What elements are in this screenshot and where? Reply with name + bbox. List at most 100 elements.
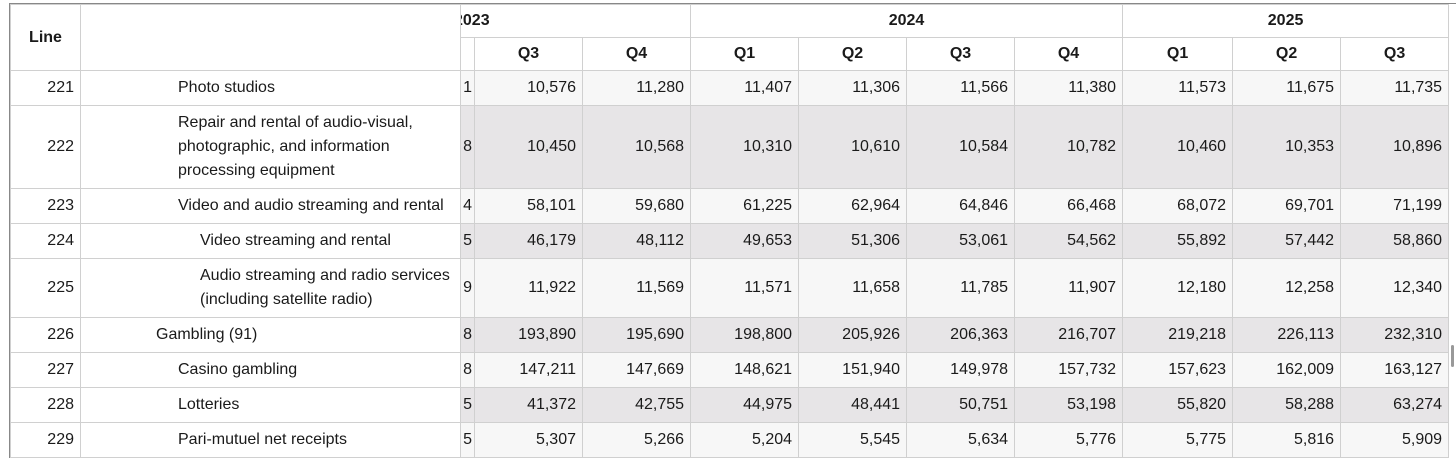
value-cell: 10,568 [581, 105, 692, 189]
value-cell: 147,669 [581, 352, 692, 388]
value-cell: 206,363 [906, 317, 1016, 353]
value-cell: 59,680 [581, 188, 692, 224]
value-cell: 5 [460, 223, 475, 259]
quarter-header: Q2 [1232, 37, 1342, 71]
value-cell: 5,545 [798, 422, 908, 458]
table-row: 223 Video and audio streaming and rental 4… [10, 188, 1450, 224]
value-cell: 5,204 [690, 422, 800, 458]
value-cell: 226,113 [1232, 317, 1342, 353]
line-number: 227 [10, 352, 81, 388]
table-frame: Line202320242025Q3Q4Q1Q2Q3Q4Q1Q2Q3 221Ph… [9, 3, 1456, 458]
line-number: 222 [10, 105, 81, 189]
value-cell: 5,634 [906, 422, 1016, 458]
value-cell: 55,892 [1122, 223, 1234, 259]
value-cell: 44,975 [690, 387, 800, 423]
quarter-header: Q3 [1340, 37, 1450, 71]
value-cell: 5,266 [581, 422, 692, 458]
quarter-header [460, 37, 475, 71]
line-number: 228 [10, 387, 81, 423]
header-row: Q3 Q4 Q1 Q2 Q3 Q4 Q1 Q2 Q3 [11, 37, 1450, 71]
quarter-header: Q3 [474, 37, 583, 71]
value-cell: 11,785 [906, 258, 1016, 318]
value-cell: 11,735 [1340, 70, 1450, 106]
row-label: Pari-mutuel net receipts [80, 422, 461, 458]
value-cell: 11,569 [581, 258, 692, 318]
value-cell: 219,218 [1122, 317, 1234, 353]
value-cell: 42,755 [581, 387, 692, 423]
quarter-header: Q2 [798, 37, 908, 71]
year-header: 2024 [690, 4, 1124, 38]
value-cell: 46,179 [474, 223, 583, 259]
table-row: 222 Repair and rental of audio-visual, ph… [10, 105, 1450, 189]
header-row: Line 202320242025 [10, 4, 1450, 71]
value-cell: 193,890 [474, 317, 583, 353]
value-cell: 149,978 [906, 352, 1016, 388]
value-cell: 11,922 [474, 258, 583, 318]
value-cell: 148,621 [690, 352, 800, 388]
value-cell: 151,940 [798, 352, 908, 388]
value-cell: 10,584 [906, 105, 1016, 189]
value-cell: 48,441 [798, 387, 908, 423]
value-cell: 11,675 [1232, 70, 1342, 106]
value-cell: 8 [460, 105, 475, 189]
value-cell: 58,860 [1340, 223, 1450, 259]
line-header: Line [10, 4, 81, 71]
value-cell: 195,690 [581, 317, 692, 353]
value-cell: 11,907 [1014, 258, 1124, 318]
quarter-header: Q4 [581, 37, 692, 71]
table-row: 221 Photo studios 1 10,576 11,280 11,407 11,30… [10, 70, 1450, 106]
row-label: Video streaming and rental [80, 223, 461, 259]
value-cell: 53,198 [1014, 387, 1124, 423]
row-label: Video and audio streaming and rental [80, 188, 461, 224]
table-row: 229 Pari-mutuel net receipts 5 5,307 5,266 5,… [10, 422, 1450, 458]
value-cell: 68,072 [1122, 188, 1234, 224]
quarter-header: Q1 [1122, 37, 1234, 71]
value-cell: 5 [460, 387, 475, 423]
table-row: 224 Video streaming and rental 5 46,179 48,1… [10, 223, 1450, 259]
quarter-header: Q1 [690, 37, 800, 71]
value-cell: 48,112 [581, 223, 692, 259]
value-cell: 11,306 [798, 70, 908, 106]
value-cell: 10,896 [1340, 105, 1450, 189]
scrollbar[interactable] [1451, 345, 1454, 367]
value-cell: 11,573 [1122, 70, 1234, 106]
value-cell: 10,353 [1232, 105, 1342, 189]
quarter-header: Q4 [1014, 37, 1124, 71]
value-cell: 5,776 [1014, 422, 1124, 458]
table-row: 227 Casino gambling 8 147,211 147,669 148,621… [10, 352, 1450, 388]
value-cell: 157,732 [1014, 352, 1124, 388]
value-cell: 162,009 [1232, 352, 1342, 388]
value-cell: 11,280 [581, 70, 692, 106]
value-cell: 41,372 [474, 387, 583, 423]
line-number: 223 [10, 188, 81, 224]
row-label: Lotteries [80, 387, 461, 423]
value-cell: 12,180 [1122, 258, 1234, 318]
table-row: 226 Gambling (91) 8 193,890 195,690 198,800 20… [10, 317, 1450, 353]
value-cell: 58,101 [474, 188, 583, 224]
value-cell: 71,199 [1340, 188, 1450, 224]
year-header: 2025 [1122, 4, 1450, 38]
row-label: Casino gambling [80, 352, 461, 388]
value-cell: 51,306 [798, 223, 908, 259]
year-header: 2023 [459, 4, 692, 38]
value-cell: 62,964 [798, 188, 908, 224]
data-table: Line202320242025Q3Q4Q1Q2Q3Q4Q1Q2Q3 221Ph… [10, 4, 1450, 458]
value-cell: 64,846 [906, 188, 1016, 224]
value-cell: 11,658 [798, 258, 908, 318]
value-cell: 10,576 [474, 70, 583, 106]
row-label: Repair and rental of audio-visual, photo… [80, 105, 461, 189]
value-cell: 163,127 [1340, 352, 1450, 388]
value-cell: 63,274 [1340, 387, 1450, 423]
value-cell: 10,782 [1014, 105, 1124, 189]
value-cell: 69,701 [1232, 188, 1342, 224]
value-cell: 4 [460, 188, 475, 224]
value-cell: 50,751 [906, 387, 1016, 423]
value-cell: 54,562 [1014, 223, 1124, 259]
value-cell: 5 [460, 422, 475, 458]
table-row: 225 Audio streaming and radio services (i… [10, 258, 1450, 318]
value-cell: 8 [460, 352, 475, 388]
value-cell: 9 [460, 258, 475, 318]
value-cell: 5,775 [1122, 422, 1234, 458]
quarter-header: Q3 [906, 37, 1016, 71]
